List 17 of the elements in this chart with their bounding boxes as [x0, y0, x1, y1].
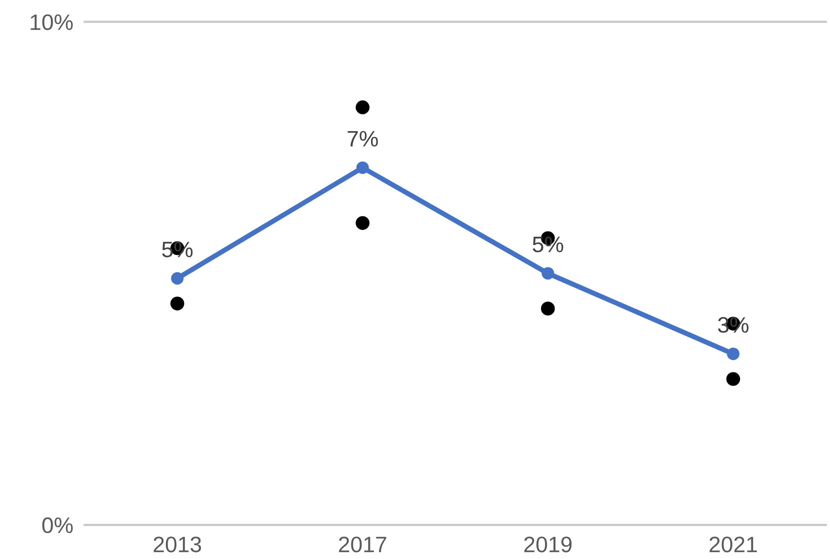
- data-label: 7%: [348, 131, 378, 147]
- point: [726, 348, 740, 360]
- x-tick-label: 2021: [710, 536, 757, 552]
- point: [726, 372, 740, 386]
- x-tick-label: 2017: [339, 536, 386, 552]
- x-tick-label: 2013: [154, 536, 202, 552]
- point: [170, 296, 184, 310]
- point: [356, 161, 369, 174]
- y-tick-label: 0%: [42, 517, 73, 534]
- point: [542, 267, 554, 280]
- point: [541, 302, 555, 316]
- y-tick-label: 10%: [30, 14, 73, 30]
- point: [356, 100, 370, 114]
- point: [356, 216, 370, 230]
- point: [171, 272, 184, 285]
- data-label: 5%: [532, 236, 564, 252]
- x-tick-label: 2019: [524, 536, 572, 552]
